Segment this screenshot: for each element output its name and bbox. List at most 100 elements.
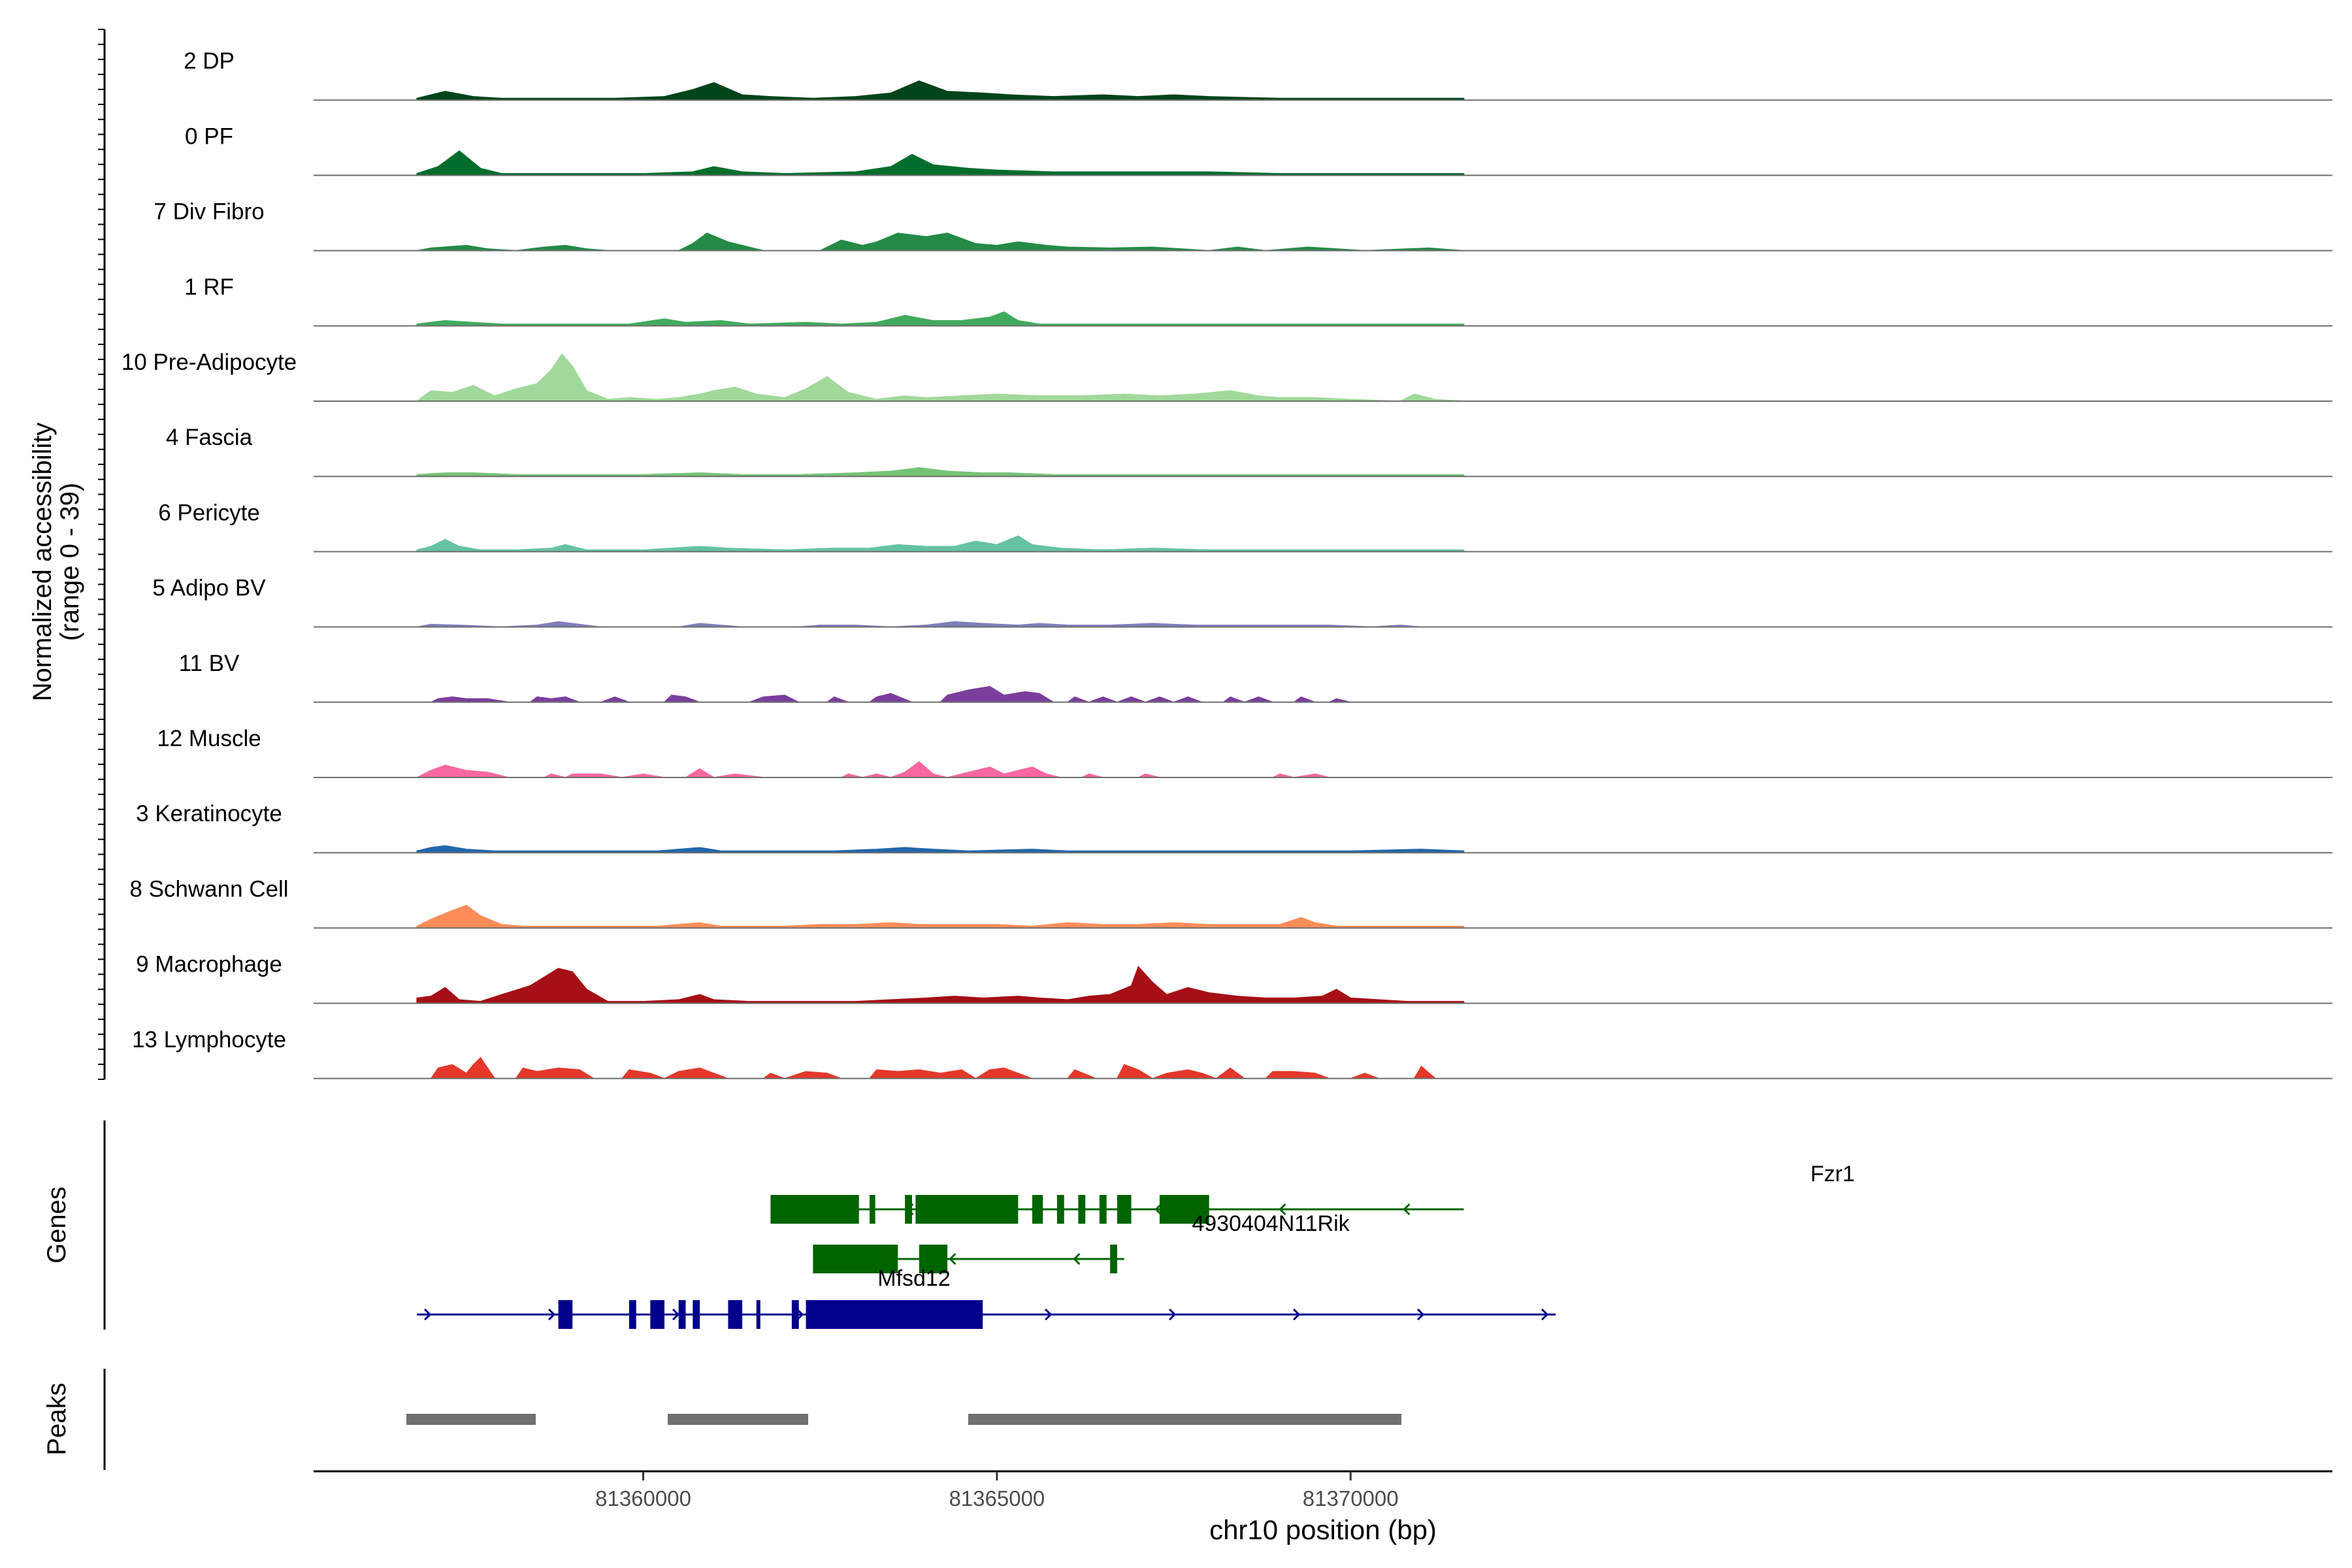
gene-exon — [919, 1245, 948, 1273]
strand-arrow — [424, 1308, 432, 1321]
gene-exon — [678, 1300, 686, 1329]
gene-exon — [1110, 1245, 1117, 1273]
track-area — [416, 966, 1465, 1004]
y-axis — [98, 29, 106, 1080]
x-tick-label: 81360000 — [595, 1486, 691, 1511]
track-label: 9 Macrophage — [136, 952, 282, 977]
strand-arrow — [1403, 1203, 1411, 1216]
track-area — [417, 686, 1464, 703]
track-area — [416, 904, 1465, 929]
gene-exon — [915, 1195, 1019, 1224]
track: 5 Adipo BV — [152, 576, 2332, 628]
track: 4 Fascia — [166, 425, 2332, 478]
track-label: 2 DP — [184, 48, 235, 74]
gene-exon — [650, 1300, 665, 1329]
x-axis: 81360000 81365000 81370000 — [314, 1470, 2332, 1511]
peaks-panel: Peaks — [42, 1369, 1401, 1470]
strand-arrow — [1073, 1252, 1081, 1266]
gene-exon — [558, 1300, 573, 1329]
gene-label: Mfsd12 — [877, 1266, 951, 1291]
y-axis-subtitle: (range 0 - 39) — [56, 483, 84, 641]
track-area — [416, 467, 1465, 477]
track-area — [416, 233, 1464, 252]
track-label: 5 Adipo BV — [152, 576, 266, 601]
gene-exon — [791, 1300, 799, 1329]
gene-model — [770, 1195, 1464, 1224]
track-label: 8 Schwann Cell — [129, 876, 288, 902]
gene-label: 4930404N11Rik — [1192, 1211, 1350, 1236]
track: 1 RF — [184, 274, 2332, 327]
track-label: 12 Muscle — [157, 726, 261, 751]
gene-exon — [1099, 1195, 1107, 1224]
track-label: 6 Pericyte — [158, 500, 260, 525]
gene-exon — [813, 1245, 898, 1273]
track-area — [416, 150, 1465, 176]
peak-bar — [406, 1414, 536, 1425]
track: 9 Macrophage — [136, 952, 2332, 1004]
track-area — [416, 80, 1465, 101]
track: 3 Keratinocyte — [136, 801, 2332, 854]
track: 10 Pre-Adipocyte — [122, 350, 2332, 402]
track-label: 4 Fascia — [166, 425, 253, 450]
track: 12 Muscle — [157, 726, 2332, 778]
track: 8 Schwann Cell — [129, 876, 2332, 929]
strand-arrow — [1169, 1308, 1177, 1321]
track-label: 13 Lymphocyte — [132, 1027, 286, 1053]
track-area — [416, 535, 1465, 553]
gene-exon — [770, 1195, 859, 1224]
gene-exon — [1078, 1195, 1086, 1224]
strand-arrow — [1417, 1308, 1425, 1321]
track-area — [416, 621, 1464, 628]
track: 0 PF — [185, 123, 2332, 176]
track-label: 1 RF — [184, 274, 234, 300]
gene-exon — [629, 1300, 636, 1329]
track-area — [416, 845, 1465, 853]
gene-label: Fzr1 — [1810, 1162, 1855, 1186]
peak-regions — [406, 1414, 1401, 1425]
track: 6 Pericyte — [158, 500, 2332, 553]
coverage-tracks: 2 DP 0 PF 7 Div Fibro 1 RF 10 Pre-Adipocyte 4… — [122, 48, 2332, 1079]
gene-exon — [1032, 1195, 1043, 1224]
peak-bar — [668, 1414, 808, 1425]
y-axis-title: Normalized accessibility — [28, 423, 57, 702]
gene-exon — [693, 1300, 700, 1329]
gene-exon — [1159, 1195, 1209, 1224]
strand-arrow — [548, 1308, 556, 1321]
x-tick-label: 81365000 — [949, 1486, 1045, 1511]
track-area — [415, 353, 1464, 402]
strand-arrow — [796, 1308, 804, 1321]
track-label: 0 PF — [185, 123, 233, 149]
track-area — [416, 761, 1464, 778]
track-label: 11 BV — [179, 651, 240, 676]
gene-model — [813, 1245, 1124, 1273]
genes-panel-label: Genes — [42, 1186, 71, 1264]
x-axis-title: chr10 position (bp) — [1209, 1514, 1437, 1545]
gene-exon — [1056, 1195, 1064, 1224]
peaks-panel-label: Peaks — [42, 1382, 71, 1455]
track-label: 7 Div Fibro — [154, 199, 264, 225]
track-area — [417, 1056, 1464, 1079]
x-tick-label: 81370000 — [1303, 1486, 1399, 1511]
gene-exon — [869, 1195, 875, 1224]
gene-exon — [728, 1300, 743, 1329]
genes-panel: Genes Fzr1 4930404N11Rik Mfsd12 — [42, 1120, 1855, 1330]
track: 7 Div Fibro — [154, 199, 2332, 252]
strand-arrow — [1045, 1308, 1053, 1321]
gene-exon — [1117, 1195, 1132, 1224]
track: 2 DP — [184, 48, 2332, 101]
track-label: 10 Pre-Adipocyte — [122, 350, 297, 375]
track: 11 BV — [179, 651, 2332, 703]
strand-arrow — [1541, 1308, 1549, 1321]
strand-arrow — [949, 1252, 956, 1266]
strand-arrow — [1279, 1203, 1286, 1216]
gene-model — [417, 1300, 1556, 1329]
gene-exon — [806, 1300, 983, 1329]
gene-exon — [905, 1195, 912, 1224]
peak-bar — [968, 1414, 1401, 1425]
strand-arrow — [1293, 1308, 1301, 1321]
gene-models: Fzr1 4930404N11Rik Mfsd12 — [417, 1162, 1855, 1329]
track: 13 Lymphocyte — [132, 1027, 2332, 1079]
track-label: 3 Keratinocyte — [136, 801, 282, 826]
gene-exon — [756, 1300, 760, 1329]
